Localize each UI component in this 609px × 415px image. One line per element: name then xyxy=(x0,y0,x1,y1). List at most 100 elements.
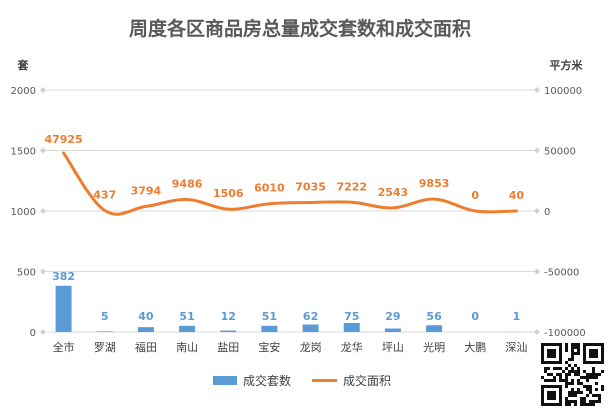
bar-罗湖 xyxy=(96,331,113,332)
bar-series: 382 5 40 51 12 51 62 75 29 56 0 1 xyxy=(52,270,525,332)
category-label: 盐田 xyxy=(217,341,239,354)
qr-code-image xyxy=(539,341,606,408)
qr-module xyxy=(565,376,568,379)
qr-module xyxy=(565,346,568,349)
right-tick-mark xyxy=(534,208,540,214)
line-series: 47925 437 3794 9486 1506 6010 7035 7222 2543 9853… xyxy=(44,133,524,216)
qr-module xyxy=(598,397,601,400)
qr-module xyxy=(571,370,574,373)
qr-module xyxy=(574,391,577,394)
bar-label-南山: 51 xyxy=(179,310,194,323)
category-label: 大鹏 xyxy=(464,340,486,354)
qr-module xyxy=(595,373,598,376)
qr-module xyxy=(580,382,583,385)
qr-module xyxy=(571,391,574,394)
bar-label-全市: 382 xyxy=(52,270,75,283)
qr-module xyxy=(571,400,574,403)
qr-module xyxy=(586,376,589,379)
qr-module xyxy=(565,379,568,382)
line-label-南山: 9486 xyxy=(172,178,203,191)
qr-module xyxy=(601,388,604,391)
qr-module xyxy=(577,346,580,349)
bar-label-宝安: 51 xyxy=(262,310,277,323)
category-label: 南山 xyxy=(176,341,198,354)
category-label: 福田 xyxy=(135,340,157,354)
chart-title: 周度各区商品房总量成交套数和成交面积 xyxy=(129,17,471,40)
left-tick-mark xyxy=(40,268,46,275)
qr-module xyxy=(556,373,559,376)
qr-module xyxy=(565,373,568,376)
bar-label-福田: 40 xyxy=(138,310,154,323)
qr-module xyxy=(574,394,577,397)
right-tick-mark xyxy=(534,87,540,93)
qr-module xyxy=(574,364,577,367)
qr-module xyxy=(547,367,550,370)
line-label-龙岗: 7035 xyxy=(295,180,326,193)
qr-module xyxy=(571,343,574,346)
qr-module xyxy=(589,376,592,379)
bar-label-坪山: 29 xyxy=(385,310,400,323)
left-tick-mark xyxy=(40,147,46,154)
qr-module xyxy=(595,388,598,391)
qr-finder-core xyxy=(589,349,598,358)
category-label: 坪山 xyxy=(382,341,404,354)
right-tick-label: 100000 xyxy=(544,86,582,97)
qr-module xyxy=(544,370,547,373)
qr-module xyxy=(583,385,586,388)
bar-龙岗 xyxy=(302,324,319,332)
line-label-大鹏: 0 xyxy=(471,189,479,202)
qr-module xyxy=(574,352,577,355)
qr-module xyxy=(589,403,592,406)
left-tick-mark xyxy=(40,329,46,335)
qr-module xyxy=(559,379,562,382)
right-tick-label: 50000 xyxy=(544,147,576,158)
right-tick-label: -100000 xyxy=(544,328,586,339)
left-tick-mark xyxy=(40,208,46,214)
qr-module xyxy=(592,367,595,370)
qr-finder-core xyxy=(547,391,556,400)
left-tick-mark xyxy=(40,87,46,93)
bar-福田 xyxy=(137,327,154,332)
line-label-宝安: 6010 xyxy=(254,182,285,195)
qr-module xyxy=(571,349,574,352)
qr-module xyxy=(568,364,571,367)
category-label: 罗湖 xyxy=(94,341,116,354)
qr-module xyxy=(577,388,580,391)
qr-module xyxy=(571,379,574,382)
line-label-福田: 3794 xyxy=(131,184,162,197)
right-tick-label: 0 xyxy=(544,207,550,218)
qr-module xyxy=(586,373,589,376)
qr-module xyxy=(577,352,580,355)
left-axis-ticks: 0 500 1000 1500 2000 xyxy=(11,86,46,339)
bar-label-深汕: 1 xyxy=(513,310,521,323)
qr-module xyxy=(580,400,583,403)
qr-module xyxy=(589,388,592,391)
qr-module xyxy=(568,400,571,403)
right-tick-label: -50000 xyxy=(544,268,579,279)
left-axis-unit: 套 xyxy=(18,58,30,72)
bar-龙华 xyxy=(343,322,360,332)
qr-module xyxy=(592,376,595,379)
category-label: 深汕 xyxy=(505,341,527,354)
qr-module xyxy=(583,370,586,373)
qr-module xyxy=(586,403,589,406)
qr-module xyxy=(553,376,556,379)
right-axis-ticks: -100000 -50000 0 50000 100000 xyxy=(534,86,586,339)
qr-module xyxy=(592,403,595,406)
qr-finder-core xyxy=(547,349,556,358)
qr-module xyxy=(577,349,580,352)
qr-module xyxy=(544,379,547,382)
qr-module xyxy=(562,370,565,373)
qr-module xyxy=(583,400,586,403)
left-tick-label: 1500 xyxy=(11,147,36,158)
qr-module xyxy=(568,373,571,376)
gridlines xyxy=(43,89,537,333)
right-tick-mark xyxy=(534,329,540,335)
qr-module xyxy=(598,400,601,403)
qr-module xyxy=(562,379,565,382)
line-path xyxy=(62,151,518,216)
category-label: 光明 xyxy=(423,340,445,354)
qr-module xyxy=(577,343,580,346)
line-label-龙华: 7222 xyxy=(336,180,367,193)
qr-module xyxy=(574,346,577,349)
